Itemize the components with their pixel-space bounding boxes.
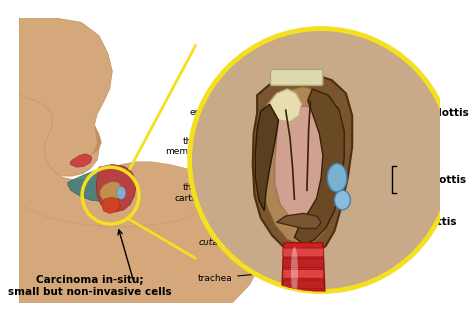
- PathPatch shape: [266, 89, 301, 122]
- FancyBboxPatch shape: [283, 259, 324, 268]
- PathPatch shape: [275, 106, 332, 218]
- FancyBboxPatch shape: [283, 280, 324, 289]
- Text: trachea: trachea: [198, 270, 283, 283]
- FancyBboxPatch shape: [283, 269, 324, 278]
- FancyBboxPatch shape: [271, 69, 323, 85]
- Ellipse shape: [291, 247, 298, 296]
- PathPatch shape: [90, 125, 101, 156]
- PathPatch shape: [277, 213, 321, 229]
- Text: epiglottis: epiglottis: [190, 101, 277, 117]
- Text: small but non-invasive cells: small but non-invasive cells: [8, 287, 172, 297]
- PathPatch shape: [19, 18, 112, 176]
- Text: hyoid bone: hyoid bone: [305, 43, 355, 74]
- Circle shape: [190, 29, 453, 291]
- Text: cutaway: cutaway: [199, 236, 286, 247]
- PathPatch shape: [101, 197, 120, 213]
- FancyBboxPatch shape: [283, 291, 324, 299]
- PathPatch shape: [100, 181, 122, 203]
- PathPatch shape: [19, 93, 232, 227]
- PathPatch shape: [71, 154, 92, 167]
- PathPatch shape: [253, 74, 352, 253]
- PathPatch shape: [281, 243, 326, 307]
- Ellipse shape: [117, 187, 126, 199]
- PathPatch shape: [294, 89, 344, 243]
- Text: thyroid
cartilage: thyroid cartilage: [174, 183, 257, 203]
- Text: thyroid
membrane: thyroid membrane: [165, 137, 258, 156]
- PathPatch shape: [255, 104, 278, 211]
- PathPatch shape: [263, 86, 344, 245]
- FancyBboxPatch shape: [283, 248, 324, 257]
- Text: Subglottis: Subglottis: [327, 217, 457, 227]
- Text: Vocal
Cords: Vocal Cords: [399, 167, 423, 187]
- PathPatch shape: [68, 166, 133, 202]
- PathPatch shape: [19, 195, 264, 303]
- Text: Carcinoma in-situ;: Carcinoma in-situ;: [36, 275, 144, 285]
- Text: Glottis: Glottis: [428, 176, 467, 186]
- Text: Supraglottis: Supraglottis: [334, 108, 469, 126]
- PathPatch shape: [96, 164, 137, 212]
- Ellipse shape: [335, 190, 350, 210]
- Ellipse shape: [328, 164, 347, 192]
- FancyBboxPatch shape: [283, 301, 324, 310]
